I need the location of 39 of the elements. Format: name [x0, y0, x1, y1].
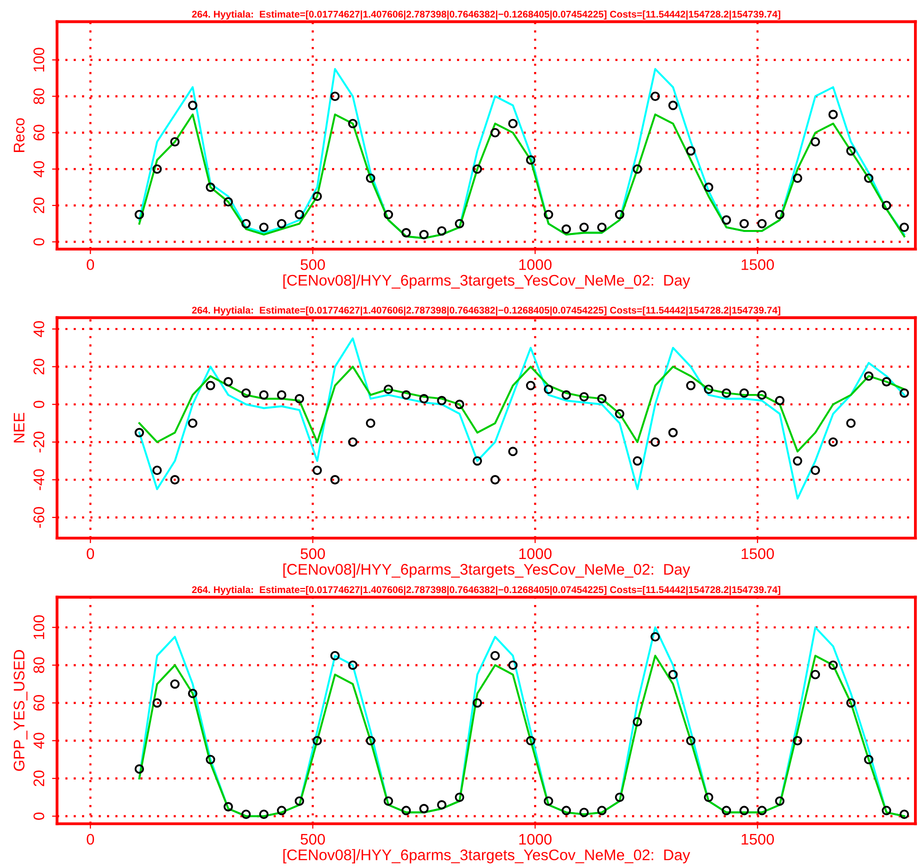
y-tick-label: 40: [33, 161, 44, 178]
x-axis-title: [CENov08]/HYY_6parms_3targets_YesCov_NeMe_02: Day: [283, 564, 690, 578]
y-tick-label: 0: [33, 238, 44, 246]
x-tick-label: 1500: [742, 548, 774, 560]
y-axis-title: NEE: [14, 412, 24, 442]
x-tick-label: 0: [86, 259, 94, 270]
chart-title: 264. Hyytiala: Estimate=[0.01774627|1.407606|2.787398|0.7646382|−0.1268405|0.07454225] Costs=[11.54442|154728.2|154739.74]: [192, 10, 780, 20]
x-tick-label: 1500: [742, 259, 774, 270]
x-axis-title: [CENov08]/HYY_6parms_3targets_YesCov_NeMe_02: Day: [283, 274, 690, 289]
chart-title: 264. Hyytiala: Estimate=[0.01774627|1.407606|2.787398|0.7646382|−0.1268405|0.07454225] Costs=[11.54442|154728.2|154739.74]: [192, 306, 780, 316]
y-tick-label: 60: [33, 124, 44, 140]
y-tick-label: 0: [33, 400, 44, 408]
y-tick-label: 40: [33, 321, 44, 338]
x-tick-label: 500: [300, 548, 325, 560]
y-tick-label: 80: [33, 657, 44, 673]
x-tick-label: 1000: [519, 548, 552, 560]
y-tick-label: 20: [33, 770, 44, 786]
x-tick-label: 500: [300, 259, 325, 270]
x-tick-label: 500: [300, 834, 325, 845]
y-tick-label: 100: [33, 48, 44, 72]
y-tick-label: 100: [33, 615, 44, 639]
y-tick-label: 80: [33, 88, 44, 104]
x-tick-label: 1000: [519, 834, 552, 845]
x-tick-label: 1500: [742, 834, 774, 845]
y-axis-title: GPP_YES_USED: [14, 650, 28, 771]
y-tick-label: 0: [33, 812, 44, 820]
y-axis-title: Reco: [14, 118, 24, 152]
x-tick-label: 0: [86, 548, 94, 560]
y-tick-label: 20: [33, 358, 44, 374]
y-tick-label: 20: [33, 198, 44, 214]
x-tick-label: 1000: [519, 259, 552, 270]
y-tick-label: 40: [33, 732, 44, 749]
y-tick-label: -40: [33, 469, 44, 490]
y-tick-label: -20: [33, 432, 44, 452]
x-axis-title: [CENov08]/HYY_6parms_3targets_YesCov_NeMe_02: Day: [283, 849, 690, 864]
chart-title: 264. Hyytiala: Estimate=[0.01774627|1.407606|2.787398|0.7646382|−0.1268405|0.07454225] Costs=[11.54442|154728.2|154739.74]: [192, 586, 780, 596]
y-tick-label: 60: [33, 695, 44, 711]
y-tick-label: -60: [33, 506, 44, 528]
x-tick-label: 0: [86, 834, 94, 845]
